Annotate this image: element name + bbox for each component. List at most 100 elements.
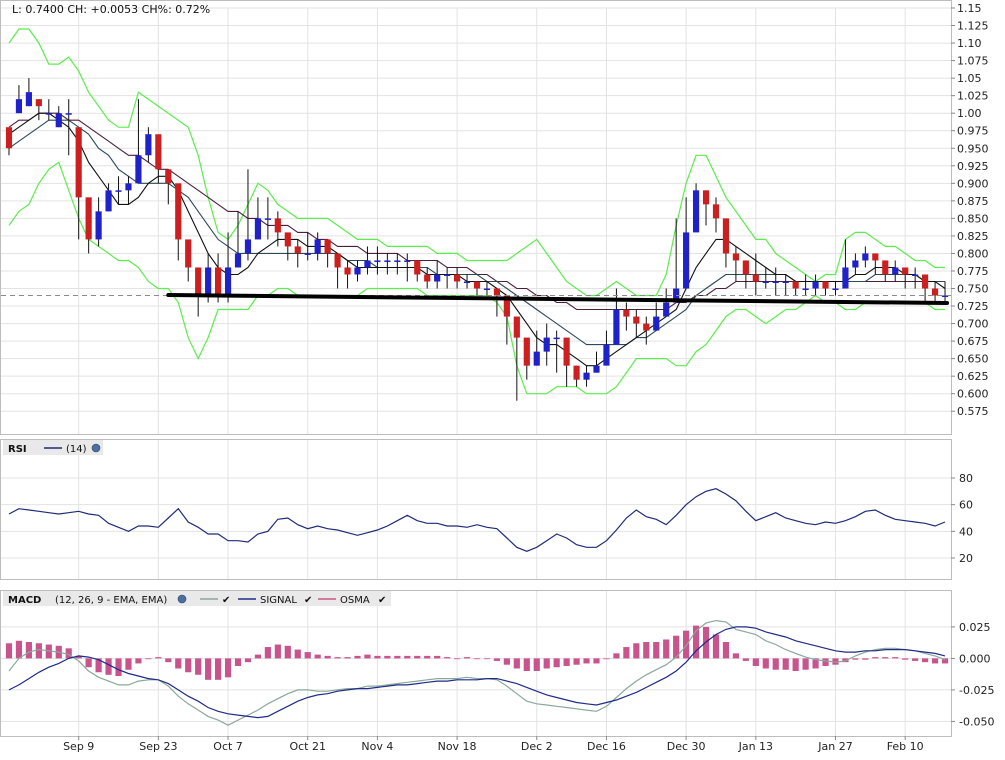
- osma-bar: [752, 658, 759, 666]
- price-tick-label: 0.925: [957, 160, 989, 173]
- osma-bar: [45, 644, 52, 659]
- osma-bar: [115, 658, 122, 677]
- osma-bar: [922, 658, 929, 663]
- rsi-line: [8, 488, 946, 552]
- osma-bar: [633, 643, 640, 659]
- osma-bar: [832, 658, 839, 665]
- quote-header: L: 0.7400 CH: +0.0053 CH%: 0.72%: [12, 3, 210, 16]
- osma-bar: [722, 642, 730, 659]
- price-tick-label: 0.650: [957, 353, 989, 366]
- osma-bar: [822, 658, 829, 666]
- osma-legend-check[interactable]: ✔: [378, 595, 386, 606]
- price-tick-label: 0.850: [957, 212, 989, 225]
- osma-bar: [215, 658, 222, 680]
- bearish-candle: [324, 239, 331, 254]
- bullish-candle: [25, 92, 32, 107]
- bearish-candle: [573, 365, 580, 380]
- bullish-candle: [205, 267, 212, 296]
- osma-bar: [643, 642, 650, 659]
- osma-bar: [533, 658, 540, 671]
- bullish-candle: [45, 113, 52, 115]
- osma-bar: [85, 658, 92, 668]
- bearish-candle: [195, 267, 202, 296]
- bullish-candle: [135, 155, 142, 184]
- osma-bar: [224, 658, 232, 678]
- date-tick-label: Nov 4: [361, 740, 393, 753]
- signal-line: [8, 626, 946, 719]
- bearish-candle: [513, 316, 520, 338]
- bearish-candle: [563, 337, 570, 366]
- support-trendline: [166, 293, 950, 306]
- rsi-tick-label: 20: [959, 552, 973, 565]
- osma-bar: [75, 655, 82, 659]
- osma-bar: [812, 658, 819, 669]
- macd-legend-check[interactable]: ✔: [222, 595, 230, 606]
- bearish-candle: [503, 295, 510, 317]
- osma-bar: [912, 658, 919, 661]
- osma-bar: [404, 655, 411, 659]
- bullish-candle: [832, 288, 839, 291]
- osma-bar: [444, 657, 451, 659]
- bearish-candle: [5, 127, 13, 149]
- osma-bar: [712, 634, 720, 659]
- bullish-candle: [314, 239, 321, 254]
- bullish-candle: [782, 281, 789, 283]
- osma-bar: [772, 658, 779, 670]
- osma-bar: [334, 657, 341, 659]
- bullish-candle: [543, 337, 550, 352]
- bearish-candle: [215, 267, 222, 296]
- osma-bar: [135, 658, 142, 664]
- bearish-candle: [643, 323, 650, 331]
- bearish-candle: [623, 309, 630, 317]
- osma-bar: [175, 658, 182, 669]
- bullish-candle: [264, 218, 271, 220]
- osma-bar: [613, 653, 620, 659]
- price-panel-frame: [0, 0, 952, 435]
- date-tick-label: Oct 7: [213, 740, 243, 753]
- macd-panel-frame: [0, 590, 952, 737]
- bullish-candle: [105, 190, 112, 212]
- bearish-candle: [732, 253, 739, 261]
- rsi-settings-icon[interactable]: [91, 443, 101, 453]
- bullish-candle: [483, 288, 491, 291]
- osma-bar: [493, 658, 501, 661]
- osma-bar: [15, 640, 23, 659]
- osma-bar: [673, 635, 680, 659]
- rsi-legend-param: (14): [66, 444, 87, 455]
- osma-bar: [384, 655, 391, 659]
- bearish-candle: [931, 288, 939, 296]
- price-tick-label: 0.950: [957, 142, 989, 155]
- macd-legend-param: (12, 26, 9 - EMA, EMA): [55, 595, 167, 606]
- osma-legend-label: OSMA: [340, 595, 370, 606]
- price-tick-label: 1.025: [957, 90, 989, 103]
- date-tick-label: Oct 21: [289, 740, 326, 753]
- macd-settings-icon[interactable]: [177, 594, 187, 604]
- price-tick-label: 0.900: [957, 177, 989, 190]
- signal-legend-check[interactable]: ✔: [304, 595, 312, 606]
- macd-tick-label: -0.025: [959, 684, 994, 697]
- price-tick-label: 0.725: [957, 300, 989, 313]
- price-tick-label: 0.750: [957, 283, 989, 296]
- date-tick-label: Dec 30: [667, 740, 706, 753]
- osma-bar: [25, 642, 32, 659]
- bearish-candle: [35, 99, 42, 107]
- bullish-candle: [254, 218, 262, 240]
- rsi-panel-frame: [0, 439, 952, 580]
- bearish-candle: [175, 183, 182, 240]
- bullish-candle: [15, 99, 23, 114]
- rsi-legend-name: RSI: [8, 444, 27, 455]
- bearish-candle: [922, 274, 929, 289]
- signal-legend-label: SIGNAL: [260, 595, 297, 606]
- macd-grid: [1, 626, 951, 722]
- bearish-candle: [822, 281, 829, 289]
- bullish-candle: [613, 309, 620, 345]
- bollinger-bands: [8, 28, 945, 395]
- bullish-candle: [533, 351, 540, 366]
- osma-bar: [762, 658, 769, 669]
- bullish-candle: [593, 365, 600, 373]
- bullish-candle: [55, 113, 62, 128]
- price-tick-label: 0.600: [957, 388, 989, 401]
- price-tick-label: 0.875: [957, 195, 989, 208]
- osma-bar: [872, 657, 879, 659]
